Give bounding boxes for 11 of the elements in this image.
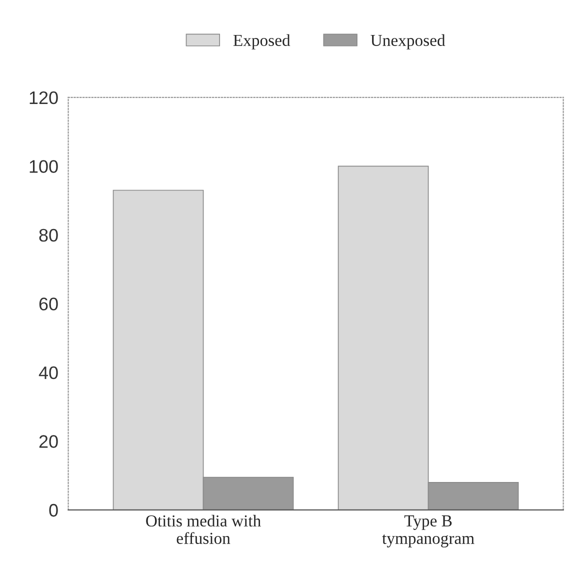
y-tick-label: 20	[39, 435, 58, 448]
x-tick-label: Otitis media with effusion	[146, 514, 261, 544]
y-tick-label: 40	[38, 366, 58, 380]
y-tick-label: 80	[39, 228, 58, 242]
legend-label: Exposed	[233, 34, 290, 50]
y-tick-label: 120	[30, 91, 58, 104]
x-tick-label: Type B tympanogram	[382, 515, 474, 548]
y-tick-label: 0	[49, 504, 58, 517]
y-tick-label: 60	[39, 298, 58, 310]
legend-label: Unexposed	[370, 34, 446, 50]
y-tick-label: 100	[30, 160, 58, 173]
